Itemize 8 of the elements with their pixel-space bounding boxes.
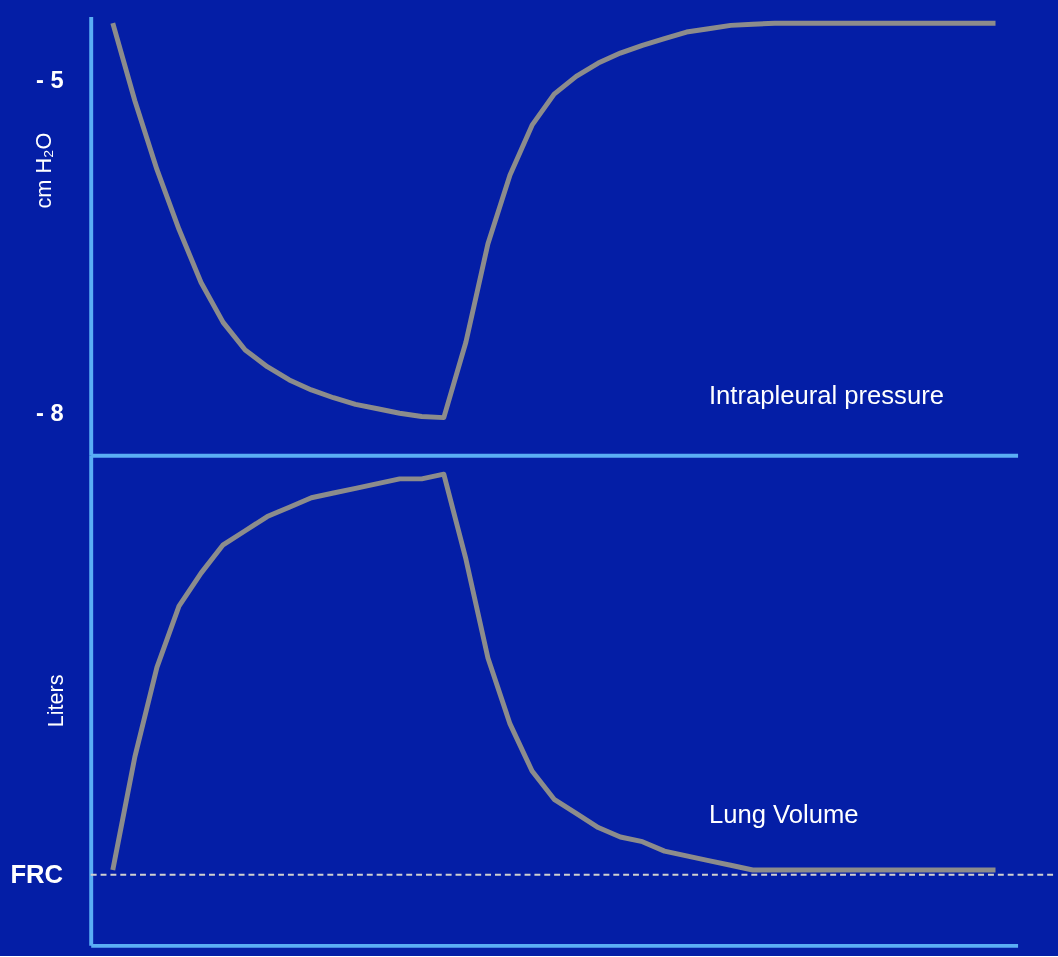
y-tick-label: - 5 — [35, 67, 64, 94]
y-axis-title: cm H₂O — [30, 132, 56, 209]
text: Intrapleural pressure — [708, 381, 944, 410]
line-series — [110, 20, 998, 421]
ref-line-label: FRC — [10, 859, 64, 888]
y-axis-title: Liters — [42, 674, 68, 728]
series-label: Lung Volume — [708, 800, 859, 829]
y-tick-label: - 8 — [35, 399, 64, 426]
